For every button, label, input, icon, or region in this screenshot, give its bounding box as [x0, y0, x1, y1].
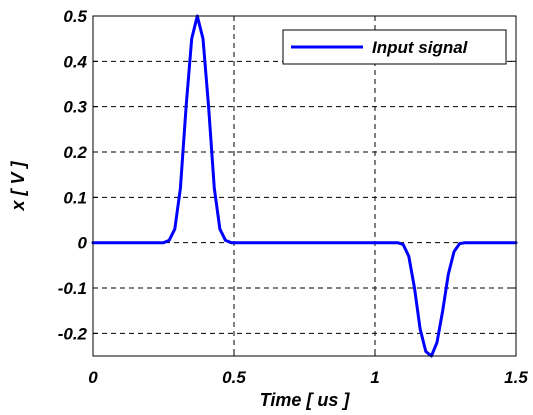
y-tick-label: -0.2 — [58, 324, 88, 343]
x-tick-label: 1 — [370, 368, 379, 387]
y-tick-label: 0.5 — [63, 7, 87, 26]
x-tick-labels: 0 0.5 1 1.5 — [88, 368, 528, 387]
y-tick-labels: -0.2 -0.1 0 0.1 0.2 0.3 0.4 0.5 — [58, 7, 88, 343]
y-tick-label: 0.4 — [63, 52, 87, 71]
legend: Input signal — [282, 29, 507, 65]
plot-frame — [92, 15, 517, 357]
y-tick-label: 0.1 — [63, 188, 87, 207]
x-tick-label: 0 — [88, 368, 98, 387]
x-tick-label: 0.5 — [222, 368, 246, 387]
legend-label: Input signal — [372, 38, 469, 57]
y-tick-label: 0.3 — [63, 98, 87, 117]
y-tick-label: 0.2 — [63, 143, 87, 162]
y-axis-label: x [ V ] — [8, 160, 28, 211]
plot-area — [93, 16, 516, 356]
series-layer — [91, 14, 518, 358]
y-tick-label: -0.1 — [58, 279, 87, 298]
series-line — [91, 14, 518, 358]
y-tick-label: 0 — [78, 234, 88, 253]
x-axis-label: Time [ us ] — [260, 390, 351, 410]
x-tick-label: 1.5 — [504, 368, 528, 387]
